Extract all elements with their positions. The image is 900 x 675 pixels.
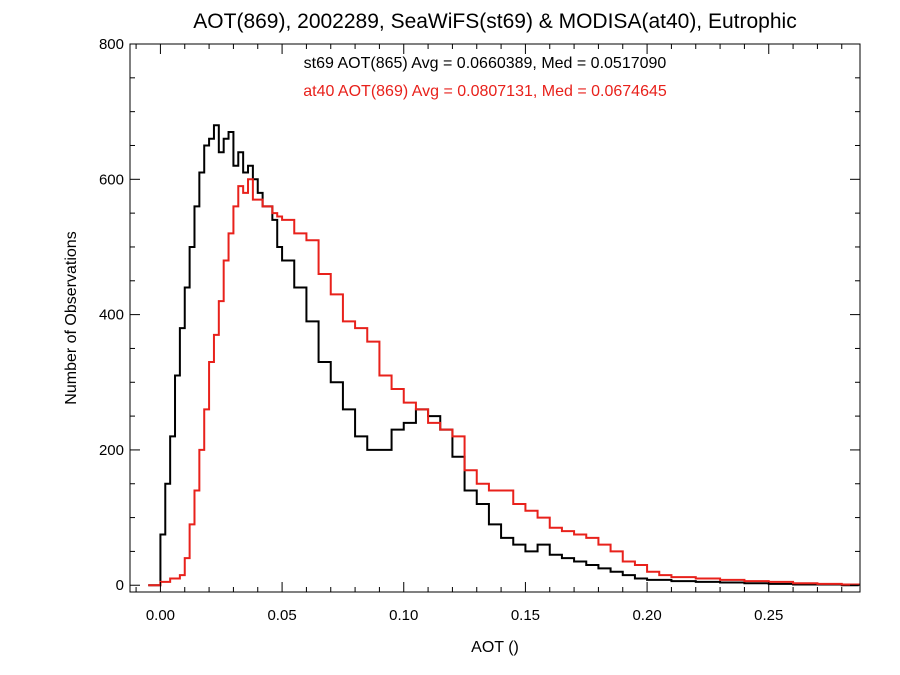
x-tick-label: 0.20 [632,607,661,624]
x-tick-label: 0.25 [754,607,783,624]
y-tick-label: 800 [99,36,124,53]
x-tick-label: 0.00 [146,607,175,624]
y-tick-label: 0 [116,577,124,594]
st69-stats-annotation: st69 AOT(865) Avg = 0.0660389, Med = 0.0… [304,55,667,72]
plot-layer: 0.00 0.05 0.10 0.15 0.20 0.25 0 200 400 600 800 [99,36,861,624]
y-tick-label: 600 [99,171,124,188]
y-tick-label: 400 [99,307,124,324]
series-line-at40 [148,178,860,587]
x-tick-label: 0.05 [267,607,296,624]
at40-stats-annotation: at40 AOT(869) Avg = 0.0807131, Med = 0.0… [303,83,667,100]
x-axis-label: AOT () [471,639,519,656]
chart-title: AOT(869), 2002289, SeaWiFS(st69) & MODIS… [193,10,796,33]
y-tick-label: 200 [99,442,124,459]
plot-frame [129,43,861,593]
series-line-st69 [148,124,859,587]
x-tick-label: 0.15 [511,607,540,624]
y-axis-label: Number of Observations [63,231,80,404]
x-tick-label: 0.10 [389,607,418,624]
